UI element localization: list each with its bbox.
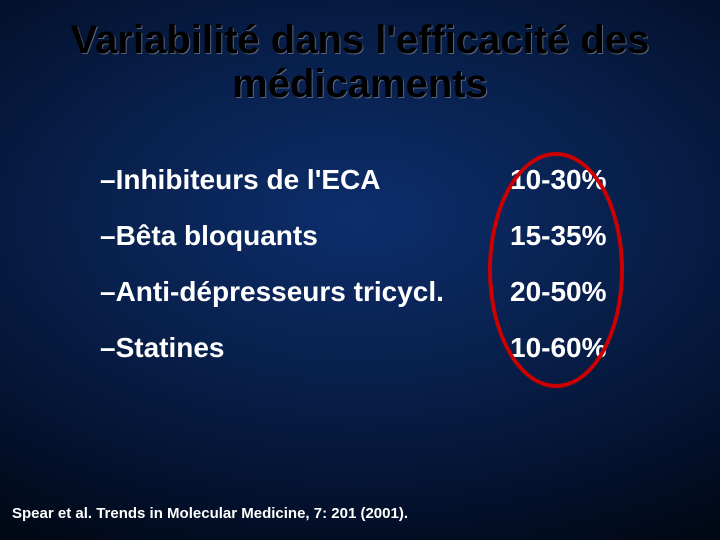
- row-label: –Bêta bloquants: [100, 220, 318, 252]
- highlight-ellipse: [488, 152, 624, 388]
- citation-text: Spear et al. Trends in Molecular Medicin…: [12, 505, 408, 522]
- row-label: –Inhibiteurs de l'ECA: [100, 164, 380, 196]
- slide-title: Variabilité dans l'efficacité des médica…: [18, 18, 702, 106]
- row-label: –Statines: [100, 332, 225, 364]
- row-label: –Anti-dépresseurs tricycl.: [100, 276, 444, 308]
- slide: Variabilité dans l'efficacité des médica…: [0, 0, 720, 540]
